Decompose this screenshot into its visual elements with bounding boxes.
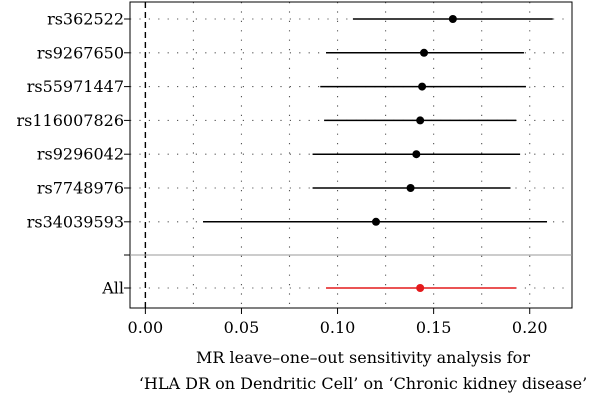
summary-row-label: All <box>101 279 124 298</box>
plot-frame <box>129 1 573 309</box>
row-label-layer: rs362522 rs9267650 rs55971447 rs116007826 rs… <box>17 10 130 298</box>
estimate-point <box>371 217 380 226</box>
x-tick-label: 0.15 <box>416 318 452 337</box>
summary-estimate-point <box>416 284 425 292</box>
grid-layer <box>130 2 572 308</box>
x-axis: 0.00 0.05 0.10 0.15 0.20 <box>128 308 548 337</box>
x-tick-label: 0.05 <box>224 318 260 337</box>
row-label: rs9267650 <box>37 43 124 62</box>
row-label: rs55971447 <box>27 77 124 96</box>
row-label: rs116007826 <box>17 111 124 130</box>
estimate-point <box>406 184 415 192</box>
row-label: rs362522 <box>47 10 124 29</box>
estimate-point <box>416 116 425 125</box>
estimate-point <box>418 82 427 91</box>
row-label: rs34039593 <box>27 212 124 231</box>
x-tick-label: 0.10 <box>320 318 356 337</box>
estimate-point <box>448 15 457 23</box>
x-tick-label: 0.00 <box>128 318 164 337</box>
estimate-point <box>420 48 429 57</box>
x-axis-label-line-1: MR leave–one–out sensitivity analysis fo… <box>196 348 530 367</box>
x-tick-label: 0.20 <box>512 318 548 337</box>
estimate-point-layer <box>371 15 457 292</box>
x-axis-label-line-2: ‘HLA DR on Dendritic Cell’ on ‘Chronic k… <box>139 374 587 393</box>
row-label: rs7748976 <box>37 179 124 198</box>
estimate-point <box>412 150 421 159</box>
row-label: rs9296042 <box>37 145 124 164</box>
